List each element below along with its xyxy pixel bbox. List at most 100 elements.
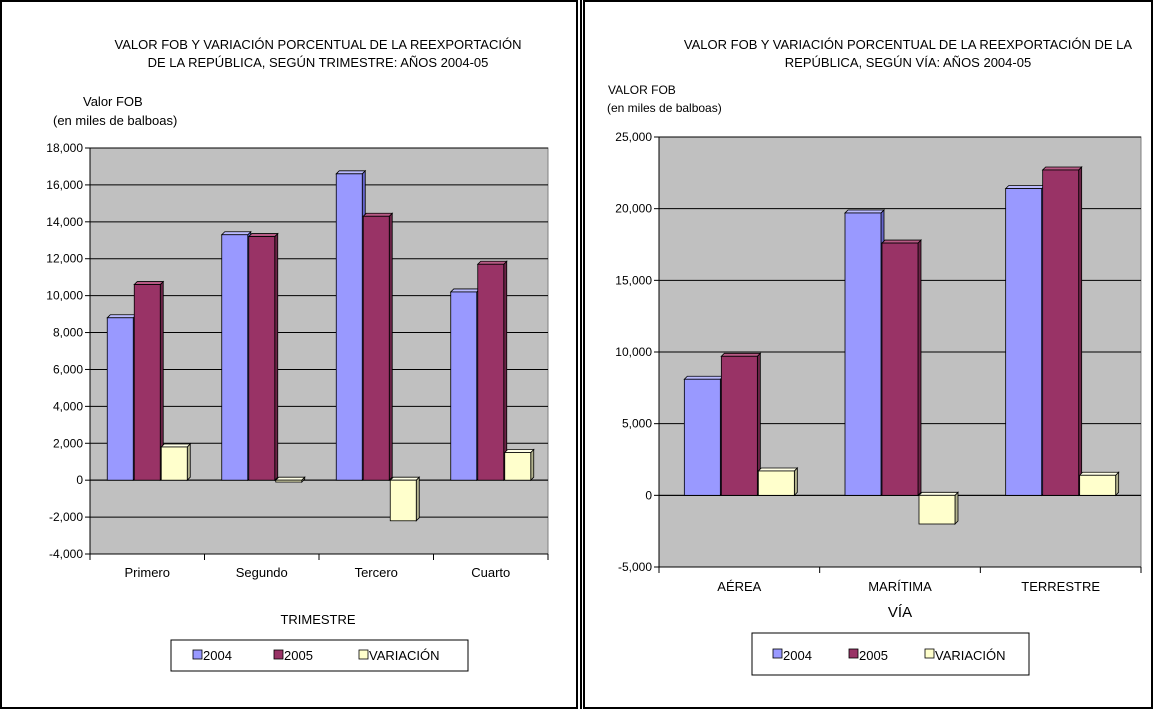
bar (1004, 184, 1046, 497)
y-tick-label: 25,000 (615, 130, 652, 144)
bar-side (917, 239, 922, 497)
y-tick-label: 0 (645, 488, 652, 502)
bar-front (106, 317, 134, 481)
bar (335, 169, 367, 482)
bar-top (1041, 166, 1083, 171)
y-tick-label: 14,000 (46, 215, 83, 229)
bar-front (275, 479, 303, 483)
legend-swatch-2004 (192, 649, 203, 660)
y-tick-label: 4,000 (53, 399, 83, 413)
y-tick-label: 2,000 (53, 436, 83, 450)
bar (133, 280, 165, 482)
chart-title-line1: VALOR FOB Y VARIACIÓN PORCENTUAL DE LA R… (115, 37, 522, 52)
bar-front (389, 479, 417, 522)
y-axis-label-line1: VALOR FOB (608, 83, 676, 97)
bar-front (1079, 474, 1117, 496)
bar (881, 239, 922, 497)
bar-top (335, 170, 367, 175)
x-tick-label: Segundo (236, 565, 288, 580)
legend-label-variacion: VARIACIÓN (369, 648, 440, 663)
bar (389, 476, 421, 522)
bar-side (793, 467, 798, 497)
bar (476, 260, 508, 482)
bar (160, 442, 192, 482)
y-tick-label: 12,000 (46, 252, 83, 266)
bar-front (504, 452, 532, 481)
bar-top (844, 209, 885, 214)
y-axis-label-line2: (en miles de balboas) (53, 113, 177, 128)
bar-top (160, 443, 192, 448)
bar-side (186, 442, 191, 482)
bar-top (1004, 185, 1046, 190)
bar-front (450, 291, 478, 481)
legend-swatch-2004 (772, 648, 783, 659)
bar-top (881, 239, 922, 244)
bar (1041, 166, 1083, 497)
bar (449, 287, 481, 482)
y-tick-label: -5,000 (618, 560, 652, 574)
bar (220, 230, 252, 482)
bar-top (106, 314, 138, 319)
y-tick-label: -4,000 (49, 547, 83, 561)
y-tick-label: 10,000 (46, 289, 83, 303)
bar (362, 212, 394, 482)
chart-left: VALOR FOB Y VARIACIÓN PORCENTUAL DE LA R… (0, 0, 578, 709)
y-tick-label: 16,000 (46, 178, 83, 192)
bar (274, 476, 306, 483)
bar-front (1042, 169, 1080, 496)
x-axis-label: TRIMESTRE (280, 612, 355, 627)
bar-front (918, 494, 956, 525)
bar-top (720, 352, 762, 357)
bar-front (221, 234, 249, 481)
bar-front (683, 378, 721, 496)
chart-title-line1: VALOR FOB Y VARIACIÓN PORCENTUAL DE LA R… (684, 37, 1132, 52)
chart-title-line2: REPÚBLICA, SEGÚN VÍA: AÑOS 2004-05 (785, 55, 1031, 70)
legend-label-2004: 2004 (203, 648, 232, 663)
bar (1078, 471, 1120, 497)
bar-front (477, 263, 505, 481)
plot-area-left: -4,000 -2,000 0 2,000 4,000 6,000 8,000 10,000 1… (46, 141, 549, 580)
bar-side (388, 212, 393, 482)
y-tick-label: 8,000 (53, 326, 83, 340)
bar-side (274, 232, 279, 482)
x-tick-label: AÉREA (717, 579, 761, 594)
legend-label-2004: 2004 (783, 648, 812, 663)
x-tick-label: TERRESTRE (1021, 579, 1100, 594)
bar-top (503, 449, 535, 453)
bar-top (1078, 471, 1120, 476)
bar (844, 209, 885, 497)
legend-swatch-2005 (273, 649, 284, 660)
y-tick-label: 18,000 (46, 141, 83, 155)
x-tick-label: Cuarto (471, 565, 510, 580)
legend-label-2005: 2005 (284, 648, 313, 663)
bar (503, 448, 535, 482)
bar-front (757, 470, 795, 496)
bar-top (757, 467, 799, 472)
bar (757, 467, 799, 497)
bar-side (954, 491, 959, 525)
bar-side (1115, 471, 1120, 497)
y-tick-label: 5,000 (622, 417, 652, 431)
bar-front (335, 173, 363, 481)
bar-top (247, 233, 279, 237)
bar-top (362, 212, 394, 217)
legend-swatch-variacion (924, 648, 935, 659)
legend-label-2005: 2005 (859, 648, 888, 663)
y-tick-label: 15,000 (615, 273, 652, 287)
chart-right: VALOR FOB Y VARIACIÓN PORCENTUAL DE LA R… (580, 0, 1153, 709)
x-axis-label: VÍA (888, 604, 912, 621)
bar-front (133, 284, 161, 481)
bar (918, 491, 959, 525)
y-tick-label: 0 (76, 473, 83, 487)
chart-title-line2: DE LA REPÚBLICA, SEGÚN TRIMESTRE: AÑOS 2… (148, 55, 489, 70)
legend-right: 2004 2005 VARIACIÓN (751, 632, 1030, 676)
plot-area-right: -5,000 0 5,000 10,000 15,000 20,000 25,000 AÉRE… (615, 130, 1142, 594)
bar-front (881, 242, 919, 496)
bar-top (389, 476, 421, 481)
legend-box (751, 632, 1030, 676)
bar-front (160, 446, 188, 481)
bar-top (683, 375, 725, 380)
legend-swatch-2005 (848, 648, 859, 659)
bar (106, 313, 138, 482)
y-tick-label: 20,000 (615, 202, 652, 216)
